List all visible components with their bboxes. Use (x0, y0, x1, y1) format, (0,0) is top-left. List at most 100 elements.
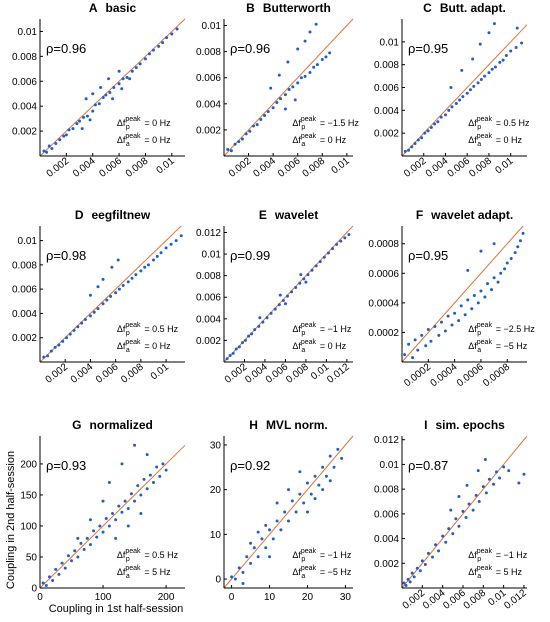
data-point (136, 484, 140, 488)
data-point (317, 483, 321, 487)
y-tick-label: 0.008 (12, 260, 37, 271)
data-point (245, 555, 249, 559)
y-tick-label: 0.006 (12, 285, 37, 296)
data-point (73, 549, 77, 553)
data-point (492, 242, 496, 246)
y-tick-label: 0.01 (380, 37, 400, 48)
data-point (278, 293, 282, 297)
data-point (476, 301, 480, 305)
data-point (487, 31, 491, 35)
data-point (517, 481, 521, 485)
panel-title: H MVL norm. (249, 418, 327, 432)
data-point (324, 55, 328, 59)
data-point (98, 524, 102, 528)
data-point (104, 517, 108, 521)
data-point (443, 329, 447, 333)
data-point (410, 145, 414, 149)
data-point (225, 357, 229, 361)
data-point (471, 57, 475, 61)
data-point (483, 457, 487, 461)
data-point (429, 125, 433, 129)
delta-value: = −1.5 Hz (317, 118, 359, 128)
data-point (481, 485, 485, 489)
data-point (283, 93, 287, 97)
data-point (296, 47, 300, 51)
data-point (78, 119, 82, 123)
data-point (283, 510, 287, 514)
data-point (283, 302, 287, 306)
delta-value: = 0.5 Hz (142, 550, 179, 560)
panel-letter: E (259, 208, 267, 222)
delta-value: = −1 Hz (493, 550, 528, 560)
data-point (328, 454, 332, 458)
x-tick-label: 0.004 (424, 155, 451, 179)
data-point (279, 97, 283, 101)
data-point (437, 333, 441, 337)
data-point (424, 344, 428, 348)
data-point (253, 328, 257, 332)
data-point (457, 319, 461, 323)
y-tick-label: 10 (210, 530, 222, 541)
data-point (126, 280, 130, 284)
y-tick-label: 0.01 (202, 21, 222, 32)
data-point (101, 499, 105, 503)
y-tick-label: 0.0004 (368, 298, 399, 309)
data-point (281, 298, 285, 302)
data-point (147, 52, 151, 56)
data-point (64, 336, 68, 340)
data-point (114, 291, 118, 295)
identity-line (401, 225, 524, 363)
data-point (332, 465, 336, 469)
data-point (146, 263, 150, 267)
data-point (304, 280, 308, 284)
rho-label: ρ=0.95 (408, 41, 448, 56)
data-point (336, 447, 340, 451)
y-tick-label: 0.002 (196, 336, 221, 347)
data-point (430, 555, 434, 559)
data-point (85, 114, 89, 118)
data-point (418, 569, 422, 573)
data-point (240, 137, 244, 141)
delta-value: = −2.5 Hz (493, 324, 535, 334)
data-point (107, 77, 111, 81)
data-point (79, 541, 83, 545)
data-point (293, 98, 297, 102)
data-point (416, 348, 420, 352)
data-point (315, 63, 319, 67)
data-point (275, 519, 279, 523)
data-point (436, 120, 440, 124)
data-point (244, 132, 248, 136)
x-tick-label: 0.002 (44, 361, 71, 385)
data-point (449, 508, 453, 512)
data-point (335, 242, 339, 246)
delta-value: = 5 Hz (142, 567, 171, 577)
data-point (509, 257, 513, 261)
data-point (76, 555, 80, 559)
data-point (151, 481, 155, 485)
data-point (433, 325, 437, 329)
data-point (275, 501, 279, 505)
y-tick-label: 0.006 (196, 293, 221, 304)
data-point (130, 69, 134, 73)
data-point (447, 527, 451, 531)
data-point (437, 549, 441, 553)
data-point (407, 148, 411, 152)
x-tick-label: 0.012 (325, 361, 352, 385)
data-point (125, 76, 129, 80)
data-point (493, 65, 497, 69)
delta-value: = −1 Hz (317, 324, 352, 334)
x-tick-label: 0.006 (276, 155, 303, 179)
data-point (328, 51, 332, 55)
data-point (117, 287, 121, 291)
data-point (61, 339, 65, 343)
data-point (57, 343, 61, 347)
data-point (298, 281, 302, 285)
data-point (450, 105, 454, 109)
data-point (502, 465, 506, 469)
data-point (268, 555, 272, 559)
x-tick-label: 0.004 (421, 587, 448, 611)
data-point (145, 453, 149, 457)
